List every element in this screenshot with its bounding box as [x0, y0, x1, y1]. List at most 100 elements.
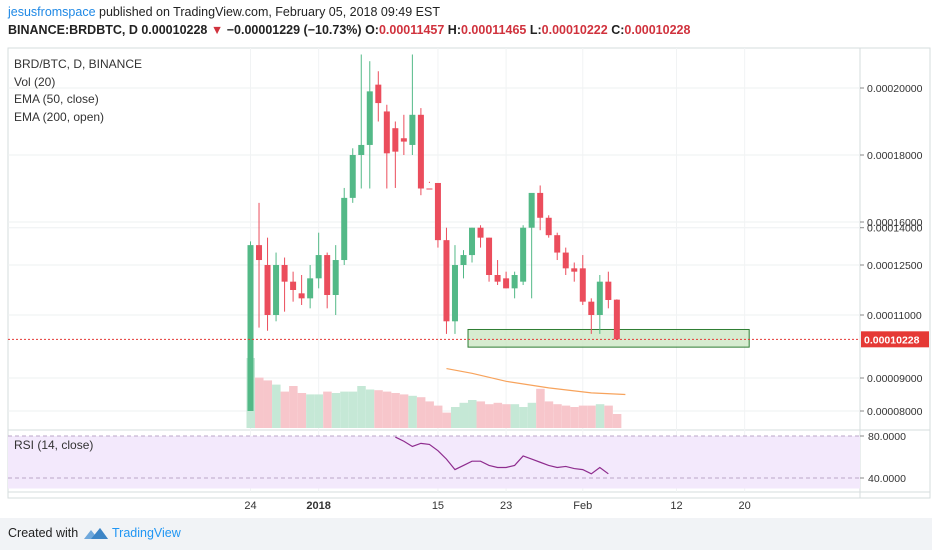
volume-bar — [323, 391, 332, 428]
volume-bar — [374, 390, 383, 428]
candle-body — [383, 111, 390, 154]
candle-body — [596, 281, 603, 315]
volume-bar — [493, 402, 503, 428]
candle-body — [451, 265, 458, 322]
candle-body — [315, 255, 322, 279]
price-tick-label: 0.00018000 — [867, 150, 923, 162]
volume-bar — [382, 391, 392, 428]
ema-line-path — [446, 367, 626, 396]
high-value: 0.00011465 — [461, 23, 527, 37]
volume-bar — [587, 405, 596, 428]
candle-body — [613, 299, 620, 340]
price-tick-label: 0.00020000 — [867, 83, 923, 95]
time-tick-label: 20 — [739, 500, 751, 512]
candle-body — [290, 281, 297, 290]
candle-body — [469, 227, 476, 256]
time-tick-label: 24 — [244, 500, 256, 512]
candlesticks — [247, 54, 620, 411]
volume-bar — [280, 391, 290, 428]
volume-bar — [357, 386, 366, 428]
volume-bar — [553, 404, 562, 428]
price-axis[interactable]: 0.00020000 0.00018000 0.000160000.00014000… — [860, 83, 923, 418]
volume-bar — [314, 394, 324, 428]
volume-bar — [459, 402, 468, 428]
candle-body — [494, 275, 501, 282]
candle-body — [511, 275, 518, 289]
publish-header: jesusfromspace published on TradingView.… — [0, 0, 932, 44]
volume-bar — [365, 389, 375, 428]
last-price-line: 0.00010228 — [8, 331, 929, 348]
price-tick-label: 0.00012500 — [867, 260, 923, 272]
candle-body — [520, 227, 527, 282]
candle-body — [256, 245, 263, 261]
candle-body — [264, 265, 271, 315]
author-link[interactable]: jesusfromspace — [8, 5, 96, 19]
price-change: −0.00001229 (−10.73%) — [226, 23, 362, 37]
publish-info: published on TradingView.com, February 0… — [99, 5, 440, 19]
volume-bar — [399, 394, 409, 428]
open-value: 0.00011457 — [378, 23, 445, 37]
candle-body — [460, 255, 467, 265]
candle-body — [366, 91, 373, 145]
volume-bar — [476, 401, 486, 428]
volume-bar — [297, 393, 307, 428]
pair-label: BRD/BTC, D, BINANCE — [14, 57, 143, 71]
rsi-background-band — [8, 436, 860, 489]
open-label: O: — [365, 23, 379, 37]
volume-bar — [425, 401, 434, 428]
candle-body — [281, 265, 288, 282]
candle-body — [434, 182, 441, 241]
volume-bar — [527, 402, 537, 428]
high-label: H: — [447, 23, 461, 37]
candle-body — [324, 255, 331, 295]
volume-bar — [408, 395, 417, 428]
price-tick-label: 0.00011000 — [867, 310, 922, 322]
rsi-tick-label: 40.0000 — [868, 473, 906, 485]
candle-body — [426, 188, 433, 190]
rsi-pane: 80.0000 40.0000 — [8, 431, 906, 489]
candle-body — [545, 217, 552, 236]
volume-bars — [246, 358, 622, 428]
candle-body — [605, 281, 612, 300]
close-value: 0.00010228 — [624, 23, 691, 37]
tradingview-logo-icon[interactable] — [84, 527, 108, 546]
candle-body — [528, 192, 535, 228]
support-zone[interactable] — [467, 328, 750, 348]
ema200-label[interactable]: EMA (200, open) — [14, 109, 105, 124]
chart-border — [7, 47, 931, 499]
candle-body — [247, 245, 254, 411]
rsi-label[interactable]: RSI (14, close) — [14, 438, 94, 452]
candle-body — [571, 268, 578, 272]
low-value: 0.00010222 — [541, 23, 608, 37]
time-tick-label: Feb — [573, 500, 592, 512]
candle-body — [349, 155, 356, 198]
time-axis[interactable]: 24 2018 15 23 Feb 12 20 — [244, 500, 750, 512]
candle-body — [298, 293, 305, 299]
ohlc-line: BINANCE:BRDBTC, D 0.00010228 ▼ −0.000012… — [8, 23, 690, 37]
close-label: C: — [611, 23, 625, 37]
volume-bar — [340, 391, 349, 428]
price-tick-label: 0.00014000 — [867, 223, 923, 235]
time-tick-label: 15 — [432, 500, 444, 512]
price-tick-label: 0.00016000 — [867, 217, 923, 229]
price-tick-label: 0.00009000 — [867, 373, 923, 385]
volume-label[interactable]: Vol (20) — [14, 74, 56, 89]
tradingview-link[interactable]: TradingView — [112, 526, 181, 540]
volume-bar — [561, 405, 571, 428]
time-tick-label: 2018 — [306, 500, 330, 512]
ema-line — [446, 367, 626, 396]
candle-body — [341, 197, 348, 261]
candle-body — [486, 237, 493, 275]
candle-body — [503, 278, 510, 289]
ema50-label[interactable]: EMA (50, close) — [14, 92, 99, 106]
volume-bar — [502, 404, 511, 428]
last-price-tag-label: 0.00010228 — [864, 334, 920, 346]
last-price: 0.00010228 — [141, 23, 208, 37]
candle-body — [443, 240, 450, 322]
volume-bar — [255, 377, 264, 428]
candle-body — [392, 128, 399, 152]
symbol-label: BINANCE:BRDBTC, D — [8, 23, 138, 37]
volume-bar — [604, 405, 613, 428]
last-price-tag — [861, 331, 929, 348]
